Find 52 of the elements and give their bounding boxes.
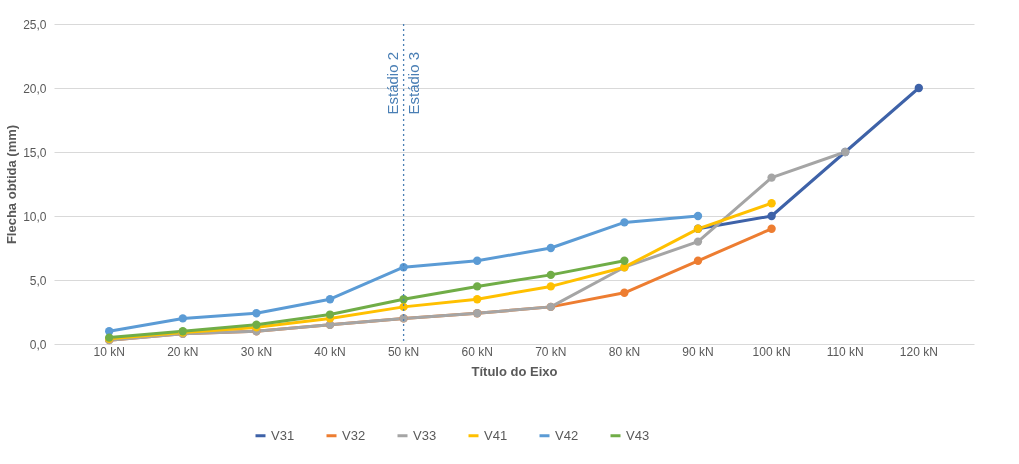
point	[473, 256, 482, 265]
y-tick-label: 0,0	[29, 337, 47, 352]
annotation: Estádio 3	[404, 52, 422, 115]
point	[620, 256, 629, 265]
point	[473, 282, 482, 291]
legend-label: V43	[626, 427, 650, 443]
x-tick-label: 40 kN	[314, 344, 346, 359]
x-tick-label: 30 kN	[240, 344, 273, 359]
point	[399, 295, 408, 304]
x-tick-label: 70 kN	[535, 344, 567, 359]
legend-label: V42	[555, 427, 579, 443]
legend-label: V33	[413, 427, 437, 443]
x-tick-label: 20 kN	[167, 344, 199, 359]
x-tick-label: 10 kN	[93, 344, 125, 359]
x-axis-title: Título do Eixo	[471, 363, 558, 379]
point	[546, 282, 555, 291]
ref-line-label: Estádio 2	[383, 52, 401, 115]
point	[767, 224, 776, 233]
x-tick-label: 120 kN	[899, 344, 938, 359]
point	[693, 256, 703, 265]
point	[620, 218, 629, 227]
x-tick-label: 80 kN	[608, 344, 641, 359]
legend-label: V32	[342, 427, 366, 443]
point	[546, 270, 555, 280]
point	[693, 211, 703, 221]
x-tick-label: 110 kN	[826, 344, 864, 359]
x-tick-label: 60 kN	[461, 344, 493, 359]
y-tick-label: 10,0	[23, 209, 47, 224]
x-tick-label: 90 kN	[682, 344, 714, 359]
point	[399, 302, 408, 312]
point	[767, 173, 776, 182]
y-tick-label: 5,0	[29, 273, 47, 288]
y-tick-label: 20,0	[23, 81, 47, 96]
point	[546, 243, 555, 253]
y-tick-label: 25,0	[23, 17, 47, 32]
point	[767, 211, 776, 221]
y-tick-label: 15,0	[23, 145, 47, 160]
x-tick-label: 100 kN	[752, 344, 791, 359]
legend-label: V31	[271, 427, 295, 443]
point	[325, 310, 335, 319]
point	[620, 288, 629, 297]
point	[252, 309, 261, 318]
point	[914, 83, 923, 93]
point	[473, 295, 482, 304]
point	[767, 199, 776, 208]
point	[399, 263, 408, 272]
point	[325, 295, 335, 304]
x-tick-label: 50 kN	[387, 344, 420, 359]
point	[178, 314, 187, 323]
point	[693, 237, 703, 246]
legend-label: V41	[484, 427, 508, 443]
y-axis-title: Flecha obtida (mm)	[4, 124, 20, 245]
